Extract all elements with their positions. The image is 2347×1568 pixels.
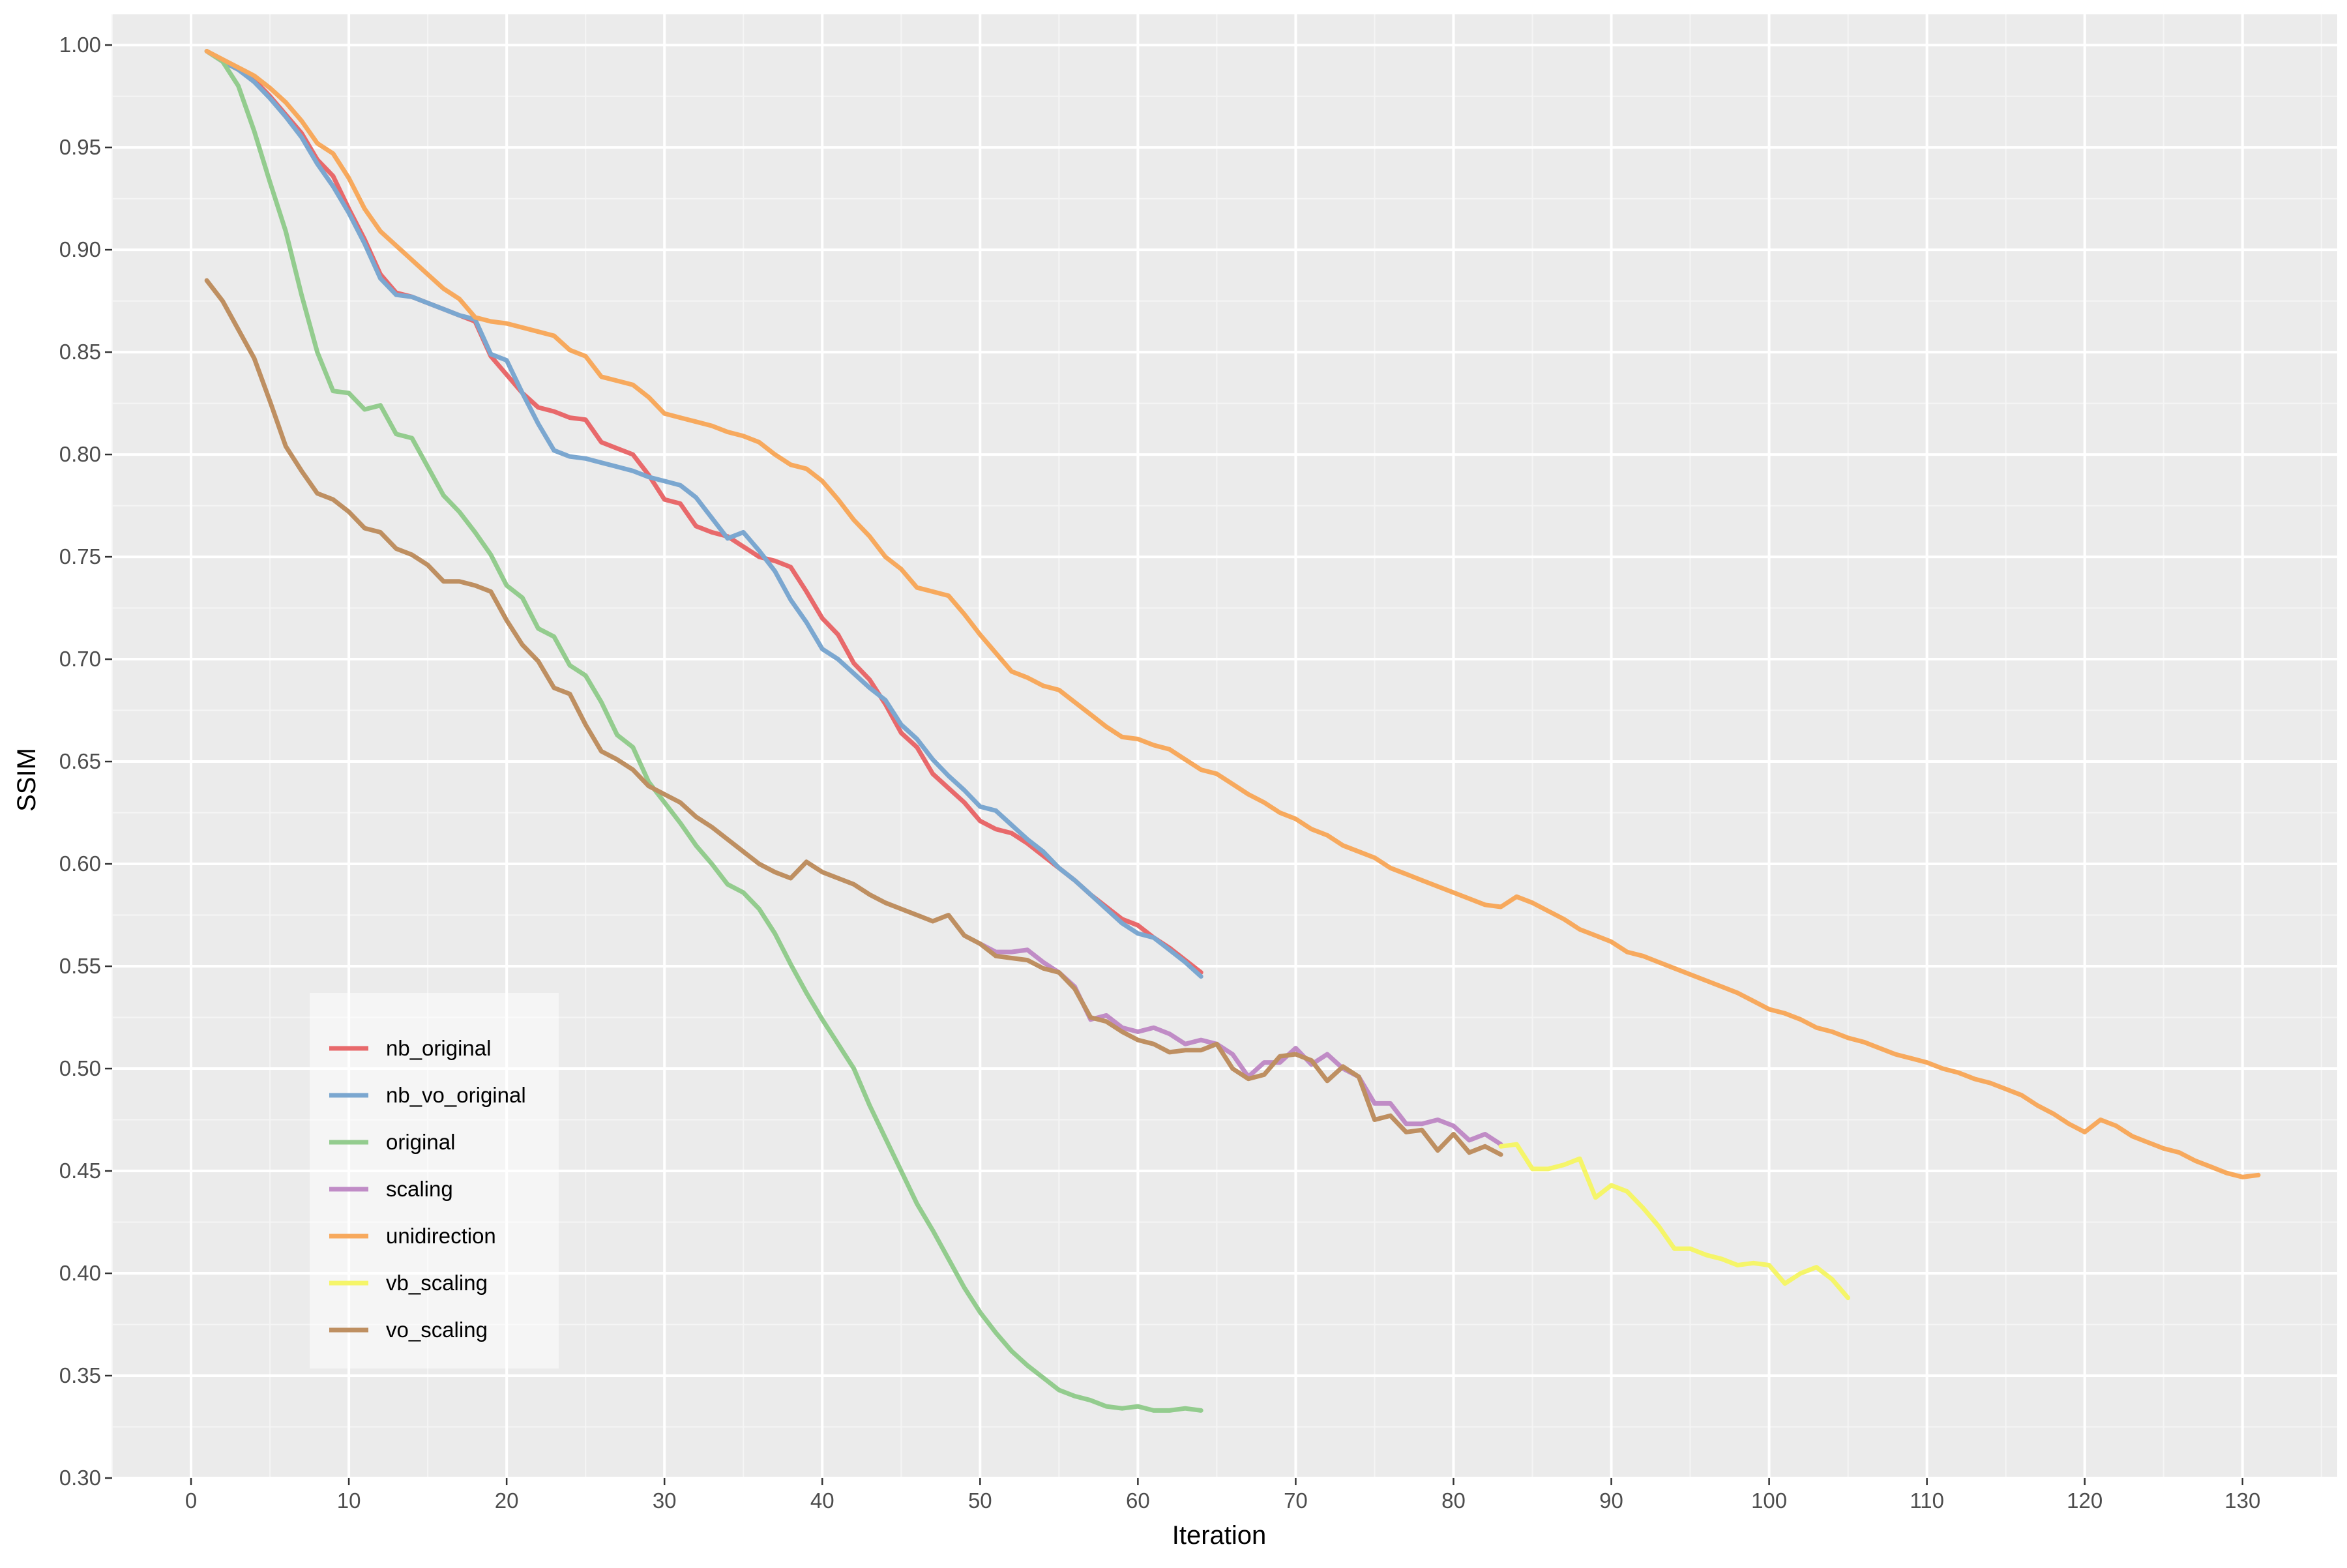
series-line-nb-vo-original (204, 49, 1203, 979)
x-tick-label: 40 (810, 1488, 834, 1513)
y-axis-title: SSIM (12, 748, 41, 812)
series-line-unidirection (204, 49, 2261, 1179)
y-tick-label: 0.45 (59, 1159, 101, 1183)
y-tick-label: 0.55 (59, 954, 101, 978)
x-tick-label: 100 (1751, 1488, 1787, 1513)
y-tick-label: 0.90 (59, 237, 101, 261)
y-tick-label: 0.70 (59, 647, 101, 671)
series-line-vb-scaling (1498, 1142, 1851, 1301)
y-tick-label: 0.80 (59, 442, 101, 466)
y-tick-label: 0.30 (59, 1466, 101, 1490)
series-line-vo-scaling (204, 278, 1503, 1157)
y-tick-label: 0.40 (59, 1261, 101, 1285)
x-tick-label: 110 (1910, 1488, 1944, 1513)
y-tick-label: 0.60 (59, 851, 101, 876)
legend-label-unidirection: unidirection (386, 1224, 496, 1248)
x-tick-label: 130 (2224, 1488, 2260, 1513)
y-tick-label: 0.35 (59, 1363, 101, 1387)
legend-label-original: original (386, 1130, 455, 1154)
y-tick-label: 0.65 (59, 749, 101, 773)
legend-background (310, 993, 559, 1368)
x-tick-label: 70 (1284, 1488, 1308, 1513)
x-tick-label: 90 (1599, 1488, 1623, 1513)
x-tick-label: 60 (1126, 1488, 1150, 1513)
axes: 0 10 20 30 40 50 60 70 80 90 100 110 120 130 0.30 0.35 0… (59, 33, 2261, 1513)
legend-label-vb-scaling: vb_scaling (386, 1271, 488, 1295)
x-axis-title: Iteration (1172, 1521, 1267, 1550)
x-tick-label: 120 (2067, 1488, 2103, 1513)
y-tick-label: 0.75 (59, 544, 101, 569)
x-tick-label: 30 (653, 1488, 677, 1513)
x-tick-label: 50 (968, 1488, 992, 1513)
legend-label-vo-scaling: vo_scaling (386, 1318, 488, 1342)
series-line-original (204, 49, 1203, 1413)
legend-label-scaling: scaling (386, 1177, 453, 1201)
y-tick-label: 0.85 (59, 340, 101, 364)
x-tick-label: 20 (495, 1488, 519, 1513)
x-tick-label: 0 (185, 1488, 197, 1513)
series-lines (204, 49, 2261, 1413)
legend-label-nb-original: nb_original (386, 1036, 491, 1060)
x-tick-label: 80 (1441, 1488, 1466, 1513)
legend-label-nb-vo-original: nb_vo_original (386, 1083, 526, 1107)
x-tick-label: 10 (337, 1488, 361, 1513)
y-tick-label: 0.95 (59, 135, 101, 159)
legend: nb_original nb_vo_original original scaling… (310, 993, 559, 1368)
y-tick-label: 1.00 (59, 33, 101, 57)
y-tick-label: 0.50 (59, 1056, 101, 1080)
